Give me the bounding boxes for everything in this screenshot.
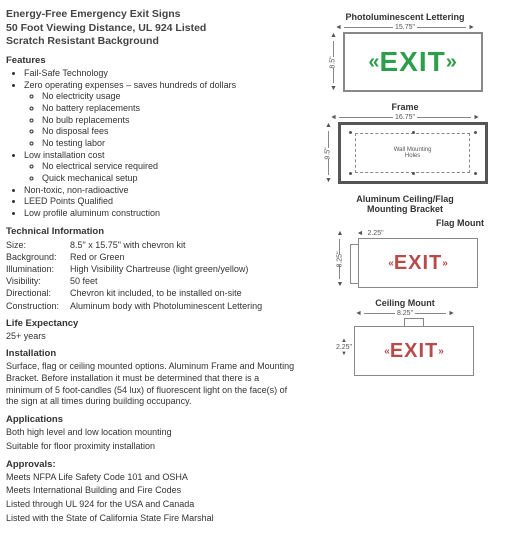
page: Energy-Free Emergency Exit Signs 50 Foot… xyxy=(0,0,510,534)
life-text: 25+ years xyxy=(6,331,298,343)
feature-item: Low profile aluminum construction xyxy=(24,208,298,220)
flag-block: Flag Mount ▲8.25"▼ ◄2.25" « EXIT » xyxy=(306,218,504,288)
apps-heading: Applications xyxy=(6,414,298,425)
frame-title: Frame xyxy=(306,102,504,112)
ceiling-title: Ceiling Mount xyxy=(306,298,504,308)
dim-height: ▲8.5"▼ xyxy=(327,32,339,92)
document-title: Energy-Free Emergency Exit Signs 50 Foot… xyxy=(6,8,298,49)
tech-row: Construction:Aluminum body with Photolum… xyxy=(6,300,298,312)
flag-figure: ▲8.25"▼ ◄2.25" « EXIT » xyxy=(306,230,504,288)
feature-item: Low installation cost No electrical serv… xyxy=(24,150,298,185)
exit-text: EXIT xyxy=(379,46,445,78)
tech-row: Size:8.5" x 15.75" with chevron kit xyxy=(6,239,298,251)
features-heading: Features xyxy=(6,55,298,66)
install-text: Surface, flag or ceiling mounted options… xyxy=(6,361,298,408)
approvals-line: Meets International Building and Fire Co… xyxy=(6,485,298,497)
chevron-right-icon: » xyxy=(438,346,444,357)
left-column: Energy-Free Emergency Exit Signs 50 Foot… xyxy=(6,8,306,526)
tech-info: Size:8.5" x 15.75" with chevron kit Back… xyxy=(6,239,298,312)
dim-height: ▲8.25"▼ xyxy=(332,230,348,288)
apps-line: Both high level and low location mountin… xyxy=(6,427,298,439)
approvals-line: Listed with the State of California Stat… xyxy=(6,513,298,525)
ceiling-figure: ◄8.25"► ▲2.25"▼ « EXIT » xyxy=(306,310,504,376)
feature-sub: No testing labor xyxy=(42,138,298,150)
dim-height: ▲2.25"▼ xyxy=(336,338,352,356)
feature-sub: No disposal fees xyxy=(42,126,298,138)
chevron-right-icon: » xyxy=(446,51,457,74)
approvals-line: Meets NFPA Life Safety Code 101 and OSHA xyxy=(6,472,298,484)
dim-width: ◄15.75"► xyxy=(335,24,475,31)
photolum-title: Photoluminescent Lettering xyxy=(306,12,504,22)
exit-text: EXIT xyxy=(394,252,442,275)
feature-sub: No electricity usage xyxy=(42,91,298,103)
chevron-left-icon: « xyxy=(368,51,379,74)
feature-sub: Quick mechanical setup xyxy=(42,173,298,185)
dim-height: ▲9.5"▼ xyxy=(322,122,334,184)
feature-item: Zero operating expenses – saves hundreds… xyxy=(24,80,298,150)
title-line: 50 Foot Viewing Distance, UL 924 Listed xyxy=(6,22,298,36)
flag-title: Flag Mount xyxy=(306,218,484,228)
photolum-block: Photoluminescent Lettering ◄15.75"► ▲8.5… xyxy=(306,12,504,92)
ceiling-block: Ceiling Mount ◄8.25"► ▲2.25"▼ « EXIT » xyxy=(306,298,504,376)
feature-item: Fail-Safe Technology xyxy=(24,68,298,80)
title-line: Scratch Resistant Background xyxy=(6,35,298,49)
frame-block: Frame ◄16.75"► ▲9.5"▼ Wall Mounting Hole… xyxy=(306,102,504,184)
tech-row: Directional:Chevron kit included, to be … xyxy=(6,287,298,299)
exit-sign-icon: « EXIT » xyxy=(354,326,474,376)
approvals-heading: Approvals: xyxy=(6,459,298,470)
flag-mount-icon: ◄2.25" « EXIT » xyxy=(350,230,478,288)
photolum-figure: ▲8.5"▼ « EXIT » xyxy=(306,32,504,92)
dim-width: ◄8.25"► xyxy=(355,310,455,317)
ceiling-mount-icon: ▲2.25"▼ « EXIT » xyxy=(306,318,504,376)
install-heading: Installation xyxy=(6,348,298,359)
title-line: Energy-Free Emergency Exit Signs xyxy=(6,8,298,22)
tech-row: Visibility:50 feet xyxy=(6,275,298,287)
exit-sign-icon: « EXIT » xyxy=(343,32,483,92)
exit-text: EXIT xyxy=(390,340,438,363)
feature-sub: No bulb replacements xyxy=(42,115,298,127)
life-heading: Life Expectancy xyxy=(6,318,298,329)
features-list: Fail-Safe Technology Zero operating expe… xyxy=(6,68,298,220)
tech-row: Illumination:High Visibility Chartreuse … xyxy=(6,263,298,275)
dim-top: ◄2.25" xyxy=(358,230,382,237)
feature-item: LEED Points Qualified xyxy=(24,196,298,208)
feature-sub: No battery replacements xyxy=(42,103,298,115)
feature-sub: No electrical service required xyxy=(42,161,298,173)
frame-label: Wall Mounting Holes xyxy=(355,133,470,172)
tech-heading: Technical Information xyxy=(6,226,298,237)
chevron-right-icon: » xyxy=(442,258,448,269)
apps-line: Suitable for floor proximity installatio… xyxy=(6,441,298,453)
right-column: Photoluminescent Lettering ◄15.75"► ▲8.5… xyxy=(306,8,504,526)
dim-width: ◄16.75"► xyxy=(330,114,480,121)
exit-sign-icon: « EXIT » xyxy=(358,238,478,288)
bracket-title: Aluminum Ceiling/Flag Mounting Bracket xyxy=(306,194,504,214)
frame-icon: Wall Mounting Holes xyxy=(338,122,488,184)
frame-figure: ▲9.5"▼ Wall Mounting Holes xyxy=(306,122,504,184)
feature-item: Non-toxic, non-radioactive xyxy=(24,185,298,197)
tech-row: Background:Red or Green xyxy=(6,251,298,263)
approvals-line: Listed through UL 924 for the USA and Ca… xyxy=(6,499,298,511)
